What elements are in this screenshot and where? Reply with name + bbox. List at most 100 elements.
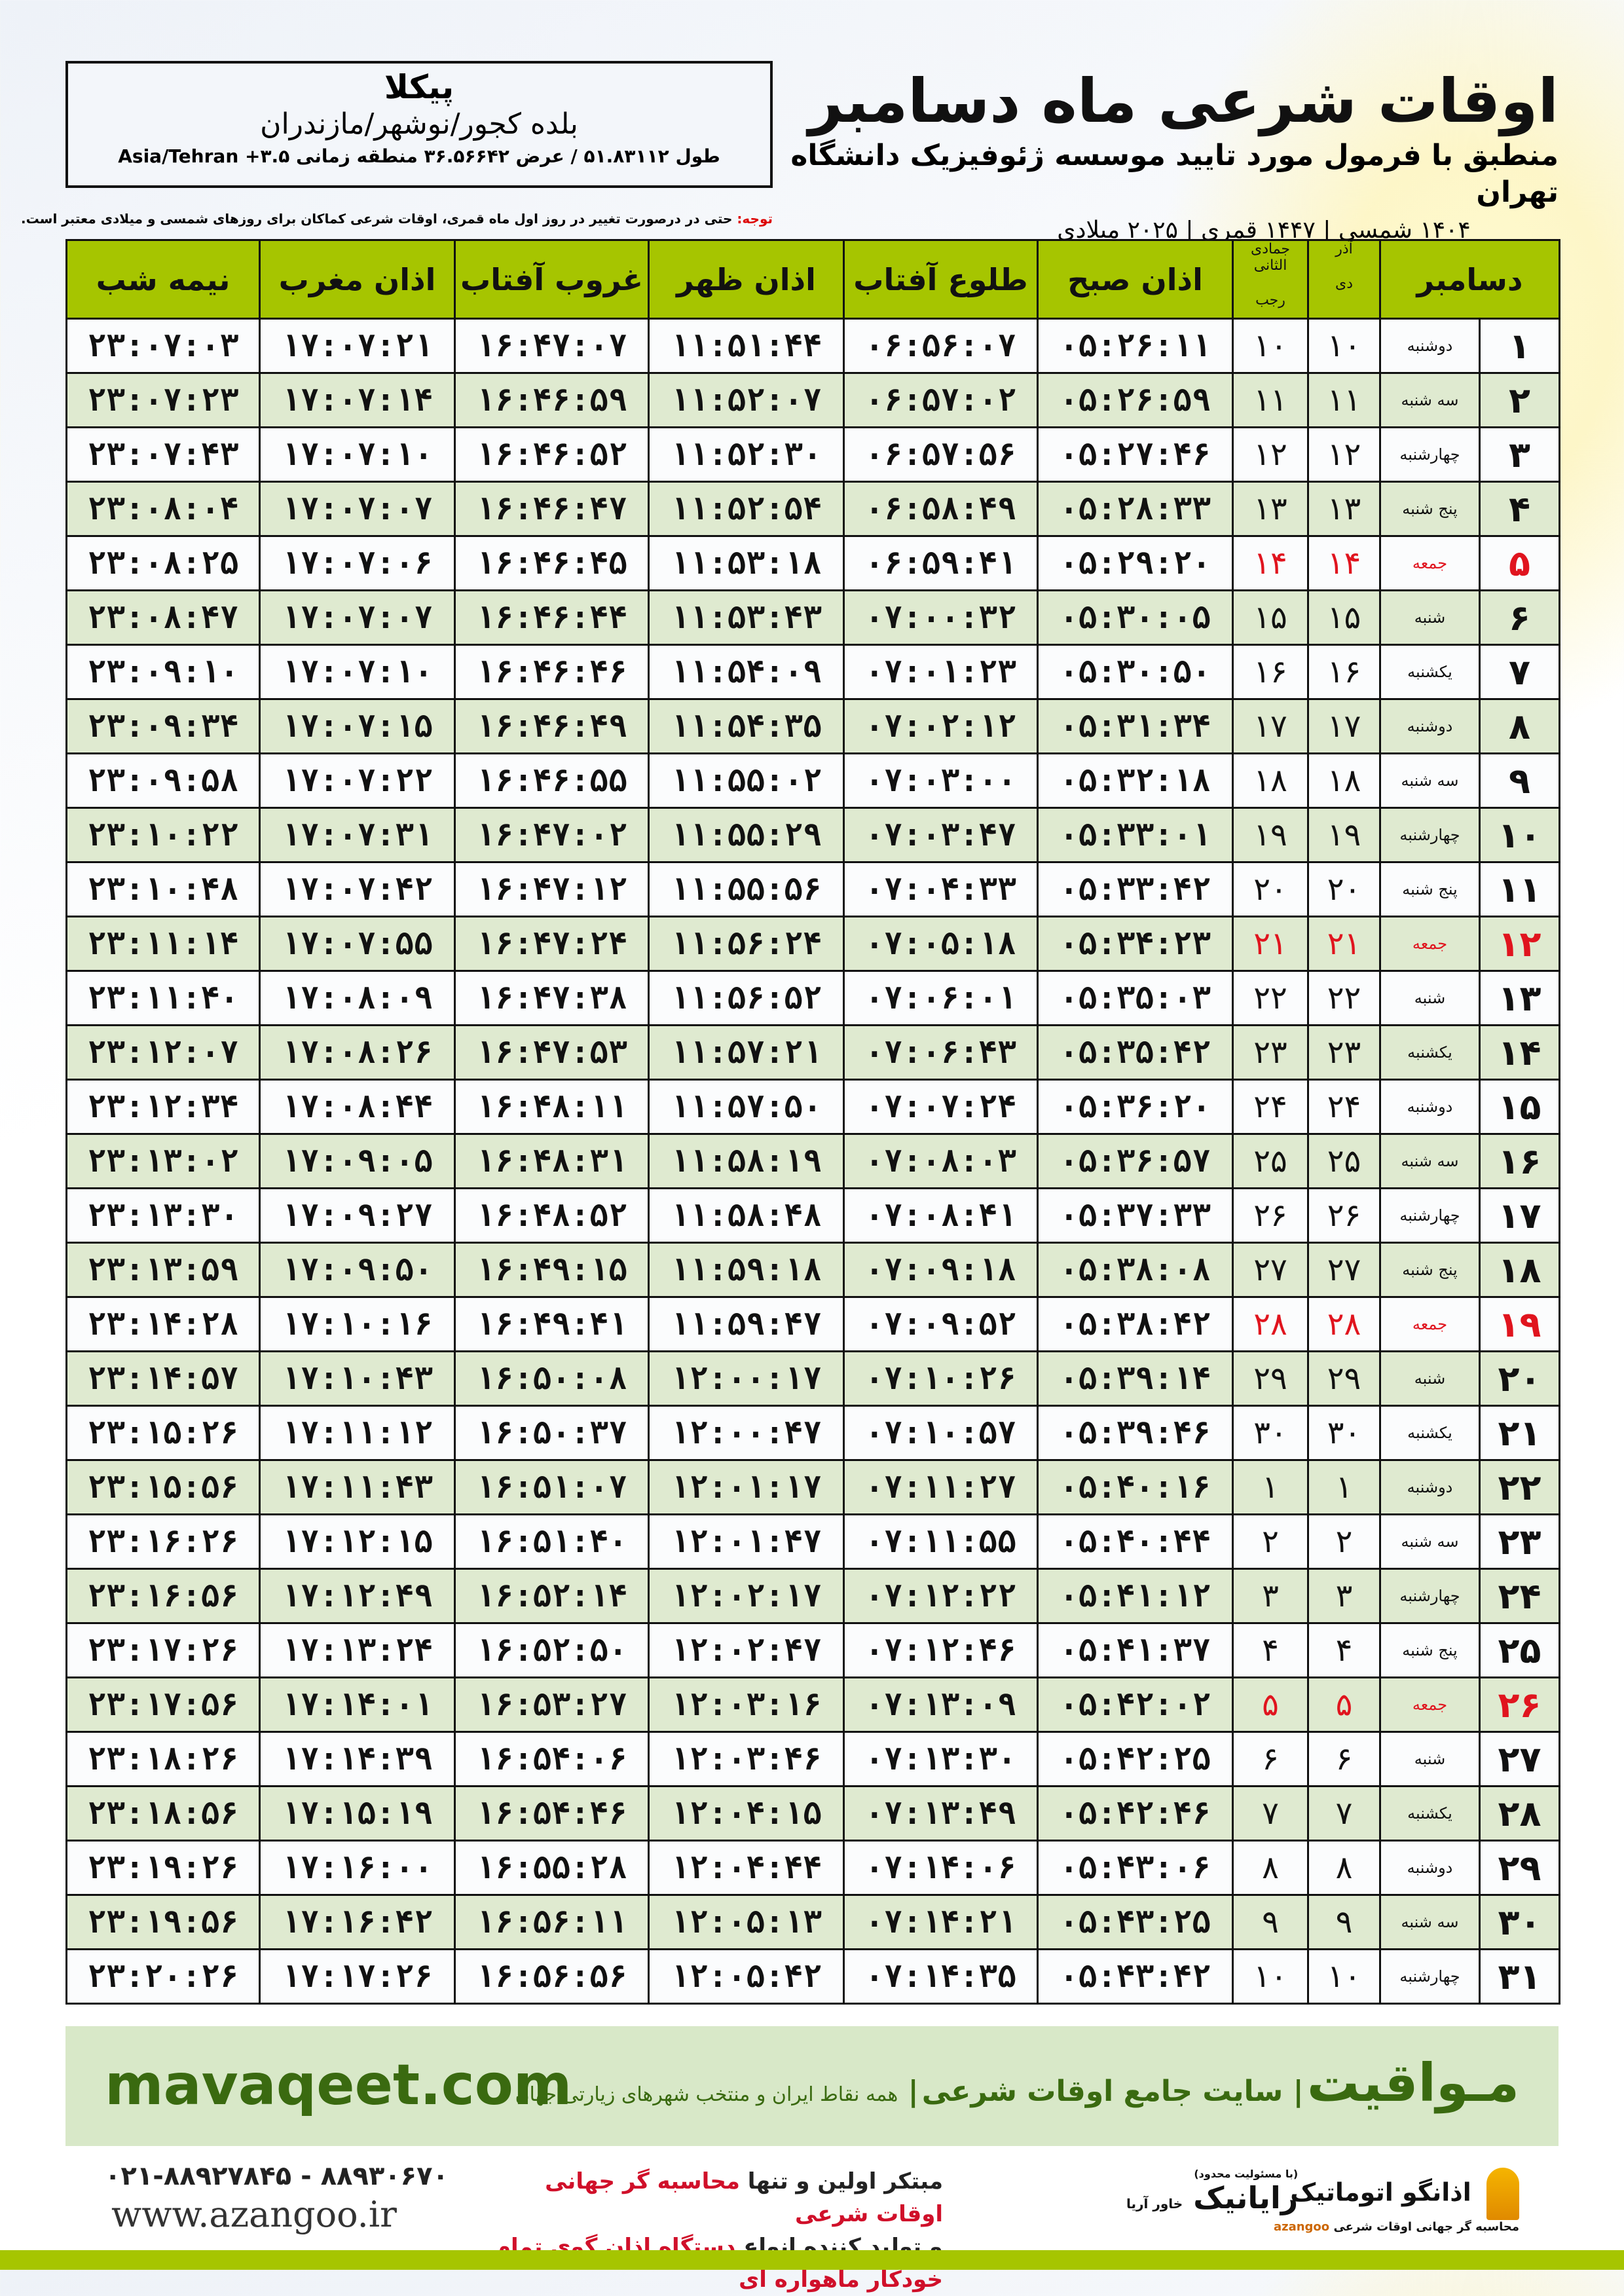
dhuhr-time: ۱۱:۵۷:۵۰ (648, 1079, 845, 1135)
sunrise-time: ۰۷:۱۳:۰۹ (843, 1676, 1039, 1733)
dey-day: ۲۰ (1307, 861, 1381, 917)
fajr-time: ۰۵:۴۳:۲۵ (1037, 1894, 1234, 1950)
sunset-time: ۱۶:۴۹:۴۱ (454, 1296, 650, 1352)
dhuhr-time: ۱۱:۵۶:۲۴ (648, 916, 845, 972)
fajr-time: ۰۵:۳۶:۲۰ (1037, 1079, 1234, 1135)
rajab-day: ۲۰ (1232, 861, 1309, 917)
dhuhr-time: ۱۲:۰۳:۱۶ (648, 1676, 845, 1733)
sunrise-time: ۰۷:۰۸:۰۳ (843, 1133, 1039, 1189)
maghrib-time: ۱۷:۱۴:۳۹ (259, 1731, 456, 1787)
header: اوقات شرعی ماه دسامبر منطبق با فرمول مور… (773, 65, 1559, 250)
azangoo-sub: محاسبه گر جهانی اوقات شرعی (1333, 2220, 1519, 2234)
maghrib-time: ۱۷:۰۹:۵۰ (259, 1242, 456, 1298)
midnight-time: ۲۳:۰۷:۲۳ (65, 372, 261, 428)
sunset-time: ۱۶:۵۴:۴۶ (454, 1785, 650, 1842)
rajab-day: ۱۰ (1232, 318, 1309, 374)
sunrise-time: ۰۷:۰۹:۱۸ (843, 1242, 1039, 1298)
day-number: ۲۰ (1479, 1350, 1560, 1407)
sunset-time: ۱۶:۴۷:۰۲ (454, 807, 650, 863)
maghrib-time: ۱۷:۰۷:۰۷ (259, 481, 456, 537)
rajab-day: ۱۸ (1232, 752, 1309, 809)
header-fajr: اذان صبح (1037, 239, 1234, 320)
table-row: ۲۰ شنبه ۲۹ ۲۹ ۰۵:۳۹:۱۴ ۰۷:۱۰:۲۶ ۱۲:۰۰:۱۷ ۱۶:۵۰:… (65, 1350, 1560, 1407)
dhuhr-time: ۱۱:۵۸:۴۸ (648, 1187, 845, 1244)
day-number: ۱۷ (1479, 1187, 1560, 1244)
rajab-day: ۱۳ (1232, 481, 1309, 537)
sunset-time: ۱۶:۵۱:۴۰ (454, 1513, 650, 1570)
sunrise-time: ۰۷:۰۷:۲۴ (843, 1079, 1039, 1135)
dhuhr-time: ۱۲:۰۰:۱۷ (648, 1350, 845, 1407)
dhuhr-time: ۱۱:۵۳:۴۳ (648, 589, 845, 646)
maghrib-time: ۱۷:۱۷:۲۶ (259, 1948, 456, 2005)
maghrib-time: ۱۷:۱۲:۴۹ (259, 1568, 456, 1624)
sunset-time: ۱۶:۴۷:۱۲ (454, 861, 650, 917)
sunrise-time: ۰۷:۱۱:۲۷ (843, 1459, 1039, 1515)
dhuhr-time: ۱۲:۰۳:۴۶ (648, 1731, 845, 1787)
sunset-time: ۱۶:۵۰:۰۸ (454, 1350, 650, 1407)
dey-day: ۱۰ (1307, 318, 1381, 374)
day-number: ۲۷ (1479, 1731, 1560, 1787)
table-row: ۳۰ سه شنبه ۹ ۹ ۰۵:۴۳:۲۵ ۰۷:۱۴:۲۱ ۱۲:۰۵:۱۳ ۱۶:۵۶… (65, 1894, 1560, 1950)
day-number: ۲۱ (1479, 1405, 1560, 1461)
day-number: ۱۱ (1479, 861, 1560, 917)
footer: ۰۲۱-۸۸۹۲۷۸۴۵ - ۸۸۹۳۰۶۷۰ www.azangoo.ir م… (65, 2155, 1559, 2293)
fajr-time: ۰۵:۲۶:۵۹ (1037, 372, 1234, 428)
rajab-day: ۱۵ (1232, 589, 1309, 646)
site-url[interactable]: mavaqeet.com (105, 2052, 572, 2118)
table-row: ۲ سه شنبه ۱۱ ۱۱ ۰۵:۲۶:۵۹ ۰۶:۵۷:۰۲ ۱۱:۵۲:۰۷ ۱۶:۴… (65, 372, 1560, 428)
table-row: ۵ جمعه ۱۴ ۱۴ ۰۵:۲۹:۲۰ ۰۶:۵۹:۴۱ ۱۱:۵۳:۱۸ ۱۶:۴۶:۴… (65, 535, 1560, 591)
table-row: ۱۳ شنبه ۲۲ ۲۲ ۰۵:۳۵:۰۳ ۰۷:۰۶:۰۱ ۱۱:۵۶:۵۲ ۱۶:۴۷:… (65, 970, 1560, 1026)
rajab-day: ۲۸ (1232, 1296, 1309, 1352)
table-row: ۹ سه شنبه ۱۸ ۱۸ ۰۵:۳۲:۱۸ ۰۷:۰۳:۰۰ ۱۱:۵۵:۰۲ ۱۶:۴… (65, 752, 1560, 809)
weekday: دوشنبه (1379, 318, 1481, 374)
maghrib-time: ۱۷:۰۷:۰۷ (259, 589, 456, 646)
maghrib-time: ۱۷:۰۷:۱۵ (259, 698, 456, 754)
fajr-time: ۰۵:۳۶:۵۷ (1037, 1133, 1234, 1189)
sunset-time: ۱۶:۴۶:۴۵ (454, 535, 650, 591)
sunrise-time: ۰۶:۵۹:۴۱ (843, 535, 1039, 591)
sunset-time: ۱۶:۵۳:۲۷ (454, 1676, 650, 1733)
azangoo-url[interactable]: www.azangoo.ir (111, 2194, 397, 2235)
table-row: ۱۴ یکشنبه ۲۳ ۲۳ ۰۵:۳۵:۴۲ ۰۷:۰۶:۴۳ ۱۱:۵۷:۲۱ ۱۶:۴… (65, 1024, 1560, 1081)
dey-day: ۲۹ (1307, 1350, 1381, 1407)
weekday: دوشنبه (1379, 1840, 1481, 1896)
midnight-time: ۲۳:۱۳:۰۲ (65, 1133, 261, 1189)
day-number: ۳۱ (1479, 1948, 1560, 2005)
weekday: جمعه (1379, 916, 1481, 972)
maghrib-time: ۱۷:۰۷:۴۲ (259, 861, 456, 917)
note: توجه: حتی در درصورت تغییر در روز اول ماه… (21, 211, 773, 227)
dey-day: ۲۲ (1307, 970, 1381, 1026)
dhuhr-time: ۱۲:۰۲:۴۷ (648, 1622, 845, 1678)
day-number: ۱ (1479, 318, 1560, 374)
day-number: ۵ (1479, 535, 1560, 591)
dey-day: ۲۶ (1307, 1187, 1381, 1244)
sunset-time: ۱۶:۴۶:۵۵ (454, 752, 650, 809)
weekday: سه شنبه (1379, 372, 1481, 428)
midnight-time: ۲۳:۰۸:۴۷ (65, 589, 261, 646)
table-row: ۲۴ چهارشنبه ۳ ۳ ۰۵:۴۱:۱۲ ۰۷:۱۲:۲۲ ۱۲:۰۲:۱۷ ۱۶:۵… (65, 1568, 1560, 1624)
table-row: ۷ یکشنبه ۱۶ ۱۶ ۰۵:۳۰:۵۰ ۰۷:۰۱:۲۳ ۱۱:۵۴:۰۹ ۱۶:۴۶… (65, 644, 1560, 700)
day-number: ۷ (1479, 644, 1560, 700)
maghrib-time: ۱۷:۱۶:۴۲ (259, 1894, 456, 1950)
weekday: سه شنبه (1379, 1513, 1481, 1570)
midnight-time: ۲۳:۱۱:۴۰ (65, 970, 261, 1026)
header-rajab-label: رجب (1255, 292, 1285, 308)
table-row: ۱۰ چهارشنبه ۱۹ ۱۹ ۰۵:۳۳:۰۱ ۰۷:۰۳:۴۷ ۱۱:۵۵:۲۹ ۱۶… (65, 807, 1560, 863)
table-row: ۲۵ پنج شنبه ۴ ۴ ۰۵:۴۱:۳۷ ۰۷:۱۲:۴۶ ۱۲:۰۲:۴۷ ۱۶:۵… (65, 1622, 1560, 1678)
midnight-time: ۲۳:۱۱:۱۴ (65, 916, 261, 972)
sunrise-time: ۰۶:۵۸:۴۹ (843, 481, 1039, 537)
mavaqeet-banner: mavaqeet.com مـواقیت | سایت جامع اوقات ش… (65, 2026, 1559, 2146)
maghrib-time: ۱۷:۰۸:۴۴ (259, 1079, 456, 1135)
maghrib-time: ۱۷:۱۶:۰۰ (259, 1840, 456, 1896)
dey-day: ۲۸ (1307, 1296, 1381, 1352)
dey-day: ۱۲ (1307, 426, 1381, 483)
midnight-time: ۲۳:۱۳:۵۹ (65, 1242, 261, 1298)
bottom-strip (0, 2250, 1624, 2270)
rajab-day: ۱۴ (1232, 535, 1309, 591)
fajr-time: ۰۵:۳۰:۵۰ (1037, 644, 1234, 700)
fajr-time: ۰۵:۳۱:۳۴ (1037, 698, 1234, 754)
dey-day: ۱۶ (1307, 644, 1381, 700)
sunrise-time: ۰۷:۱۴:۲۱ (843, 1894, 1039, 1950)
rayanik-sub: خاور آریا (1126, 2196, 1183, 2212)
sunset-time: ۱۶:۴۷:۲۴ (454, 916, 650, 972)
